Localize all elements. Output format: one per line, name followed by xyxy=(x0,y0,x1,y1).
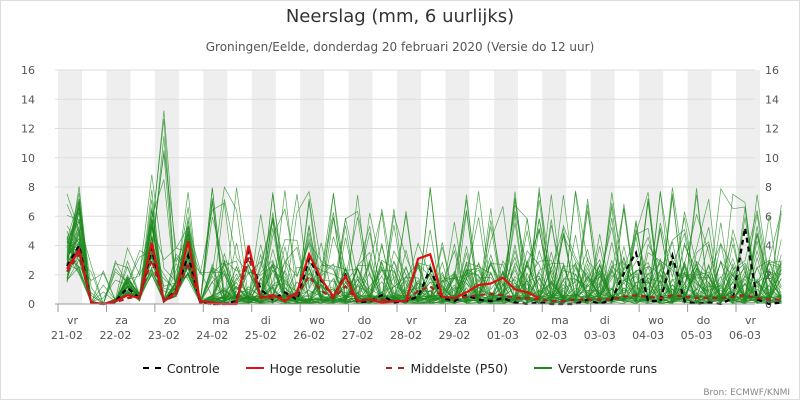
legend-item-middelste[interactable]: Middelste (P50) xyxy=(386,360,508,376)
x-tick-dow: ma xyxy=(212,314,229,327)
x-tick-dow: ma xyxy=(551,314,568,327)
legend-item-controle[interactable]: Controle xyxy=(142,360,220,376)
x-tick-date: 29-02 xyxy=(438,329,470,342)
x-tick-dow: za xyxy=(115,314,128,327)
y-tick-label-left: 6 xyxy=(28,210,35,223)
series-line-middelste-p50- xyxy=(66,251,782,306)
y-tick-label-right: 14 xyxy=(765,93,779,106)
source-credit: Bron: ECMWF/KNMI xyxy=(703,388,790,398)
ensemble-line xyxy=(66,192,782,305)
y-tick-label-right: 6 xyxy=(765,210,772,223)
y-tick-label-left: 16 xyxy=(21,64,35,77)
x-tick-dow: do xyxy=(358,314,372,327)
y-tick-label-right: 0 xyxy=(765,298,772,311)
y-tick-label-left: 14 xyxy=(21,93,35,106)
legend-swatch-verstoorde-runs xyxy=(534,366,553,369)
y-tick-label-left: 2 xyxy=(28,269,35,282)
x-tick-date: 23-02 xyxy=(148,329,180,342)
ensemble-line xyxy=(66,217,782,305)
x-tick-dow: vr xyxy=(745,314,757,327)
x-tick-dow: vr xyxy=(406,314,418,327)
series-line-controle xyxy=(66,227,782,306)
x-tick-dow: zo xyxy=(164,314,177,327)
series-line-hoge-resolutie xyxy=(66,240,540,306)
x-tick-date: 02-03 xyxy=(535,329,567,342)
legend-item-verstoorde-runs[interactable]: Verstoorde runs xyxy=(534,360,657,376)
x-tick-date: 21-02 xyxy=(51,329,83,342)
y-tick-label-right: 8 xyxy=(765,181,772,194)
x-tick-date: 04-03 xyxy=(632,329,664,342)
chart-subtitle: Groningen/Eelde, donderdag 20 februari 2… xyxy=(205,40,595,54)
ensemble-line xyxy=(66,193,782,305)
legend-label: Verstoorde runs xyxy=(558,361,658,376)
y-tick-label-left: 8 xyxy=(28,181,35,194)
x-tick-dow: wo xyxy=(309,314,325,327)
x-tick-date: 24-02 xyxy=(196,329,228,342)
y-tick-label-left: 4 xyxy=(28,240,35,253)
y-tick-label-right: 12 xyxy=(765,123,779,136)
x-tick-dow: do xyxy=(697,314,711,327)
legend-swatch-middelste xyxy=(386,366,405,369)
ensemble-line xyxy=(66,187,782,305)
legend-label: Middelste (P50) xyxy=(410,361,509,376)
legend-item-hoge-resolutie[interactable]: Hoge resolutie xyxy=(245,360,361,376)
y-tick-label-right: 2 xyxy=(765,269,772,282)
y-tick-label-right: 16 xyxy=(765,64,779,77)
legend-swatch-hoge-resolutie xyxy=(245,366,264,369)
y-tick-label-left: 10 xyxy=(21,152,35,165)
x-tick-date: 25-02 xyxy=(245,329,277,342)
x-tick-date: 27-02 xyxy=(342,329,374,342)
chart-title: Neerslag (mm, 6 uurlijks) xyxy=(285,6,515,27)
ensemble-line xyxy=(66,187,782,305)
x-tick-dow: wo xyxy=(648,314,664,327)
legend-label: Hoge resolutie xyxy=(269,361,361,376)
x-tick-dow: di xyxy=(600,314,610,327)
x-tick-date: 22-02 xyxy=(99,329,131,342)
legend-swatch-controle xyxy=(142,366,161,369)
y-tick-label-left: 0 xyxy=(28,298,35,311)
x-tick-date: 26-02 xyxy=(293,329,325,342)
ensemble-line xyxy=(66,191,782,305)
x-tick-date: 01-03 xyxy=(487,329,519,342)
y-tick-label-right: 10 xyxy=(765,152,779,165)
x-tick-dow: di xyxy=(261,314,271,327)
x-tick-date: 05-03 xyxy=(681,329,713,342)
x-tick-dow: vr xyxy=(67,314,79,327)
x-tick-date: 06-03 xyxy=(729,329,761,342)
x-tick-dow: zo xyxy=(503,314,516,327)
legend-label: Controle xyxy=(166,361,220,376)
y-tick-label-left: 12 xyxy=(21,123,35,136)
x-tick-dow: za xyxy=(454,314,467,327)
x-tick-date: 28-02 xyxy=(390,329,422,342)
x-tick-date: 03-03 xyxy=(584,329,616,342)
y-tick-label-right: 4 xyxy=(765,240,772,253)
chart-legend: Controle Hoge resolutie Middelste (P50) … xyxy=(0,360,800,376)
